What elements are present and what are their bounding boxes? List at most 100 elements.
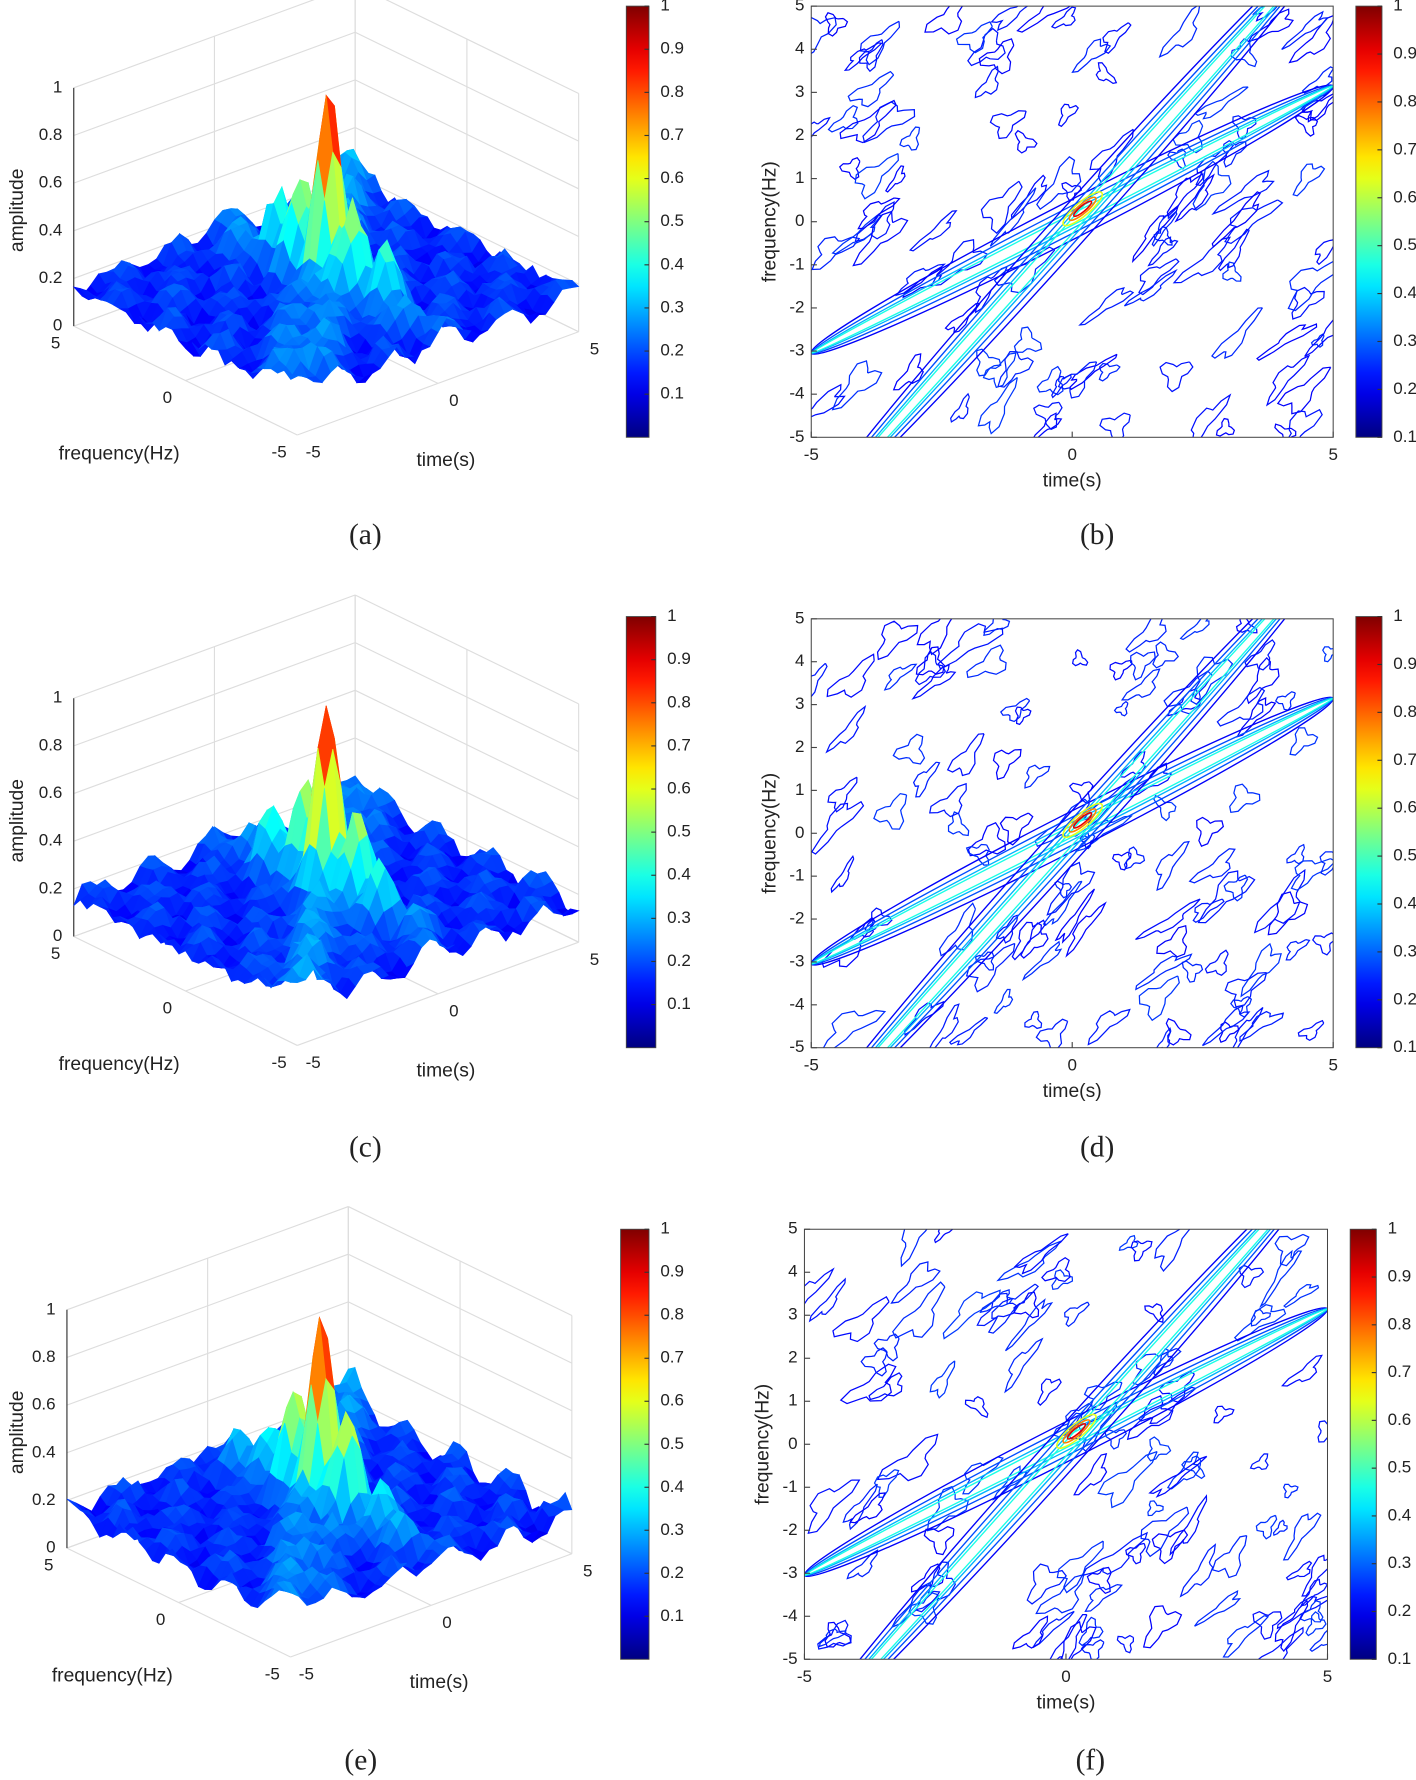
x-tick-label: -5 [804, 1055, 819, 1074]
contour-line [891, 352, 932, 399]
colorbar-tick-label: 0.5 [660, 1434, 684, 1453]
colorbar-tick-label: 0.2 [1393, 379, 1416, 398]
contour-line [1097, 17, 1133, 54]
contour-line [1053, 100, 1079, 129]
x-axis-label: time(s) [1043, 1081, 1102, 1102]
contour-line [1313, 840, 1352, 876]
contour-line [963, 27, 1012, 76]
surface [74, 95, 579, 382]
x-axis-label: time(s) [416, 1061, 475, 1082]
y-tick-label: 3 [788, 1305, 797, 1324]
colorbar-tick-label: 0.5 [1393, 235, 1416, 254]
contour-line [899, 123, 927, 154]
z-tick-label: 1 [46, 1299, 55, 1318]
y-tick-label: -2 [783, 1520, 798, 1539]
contour-line [1210, 1529, 1257, 1582]
contour-line [1050, 6, 1082, 35]
colorbar-tick-label: 0.8 [1393, 91, 1416, 110]
colorbar-tick-label: 0.9 [1393, 44, 1416, 63]
plot-frame [804, 1229, 1327, 1659]
y-tick-label: 5 [795, 0, 804, 15]
z-tick-label: 0.8 [32, 1347, 56, 1366]
y-tick-label: -5 [272, 443, 287, 462]
colorbar-tick-label: 0.1 [1393, 1037, 1416, 1056]
colorbar-tick-label: 0.4 [1393, 893, 1416, 912]
contour-line [1072, 1452, 1116, 1503]
contour-line [997, 1239, 1067, 1290]
y-tick-label: -4 [789, 384, 804, 403]
contour-line [1157, 1016, 1193, 1052]
contour-line [1173, 387, 1232, 459]
contour-line [996, 1333, 1044, 1394]
contour-line [1011, 1614, 1058, 1659]
y-tick-label: -5 [789, 1037, 804, 1056]
contour-line [909, 209, 962, 257]
contour-line [1040, 1257, 1078, 1291]
contour-line [823, 356, 884, 418]
contour-line [1107, 653, 1136, 680]
colorbar-tick-label: 0.9 [1388, 1267, 1412, 1286]
y-tick-label: -3 [783, 1563, 798, 1582]
colorbar-tick-label: 0.3 [660, 1520, 684, 1539]
contour-line [1143, 1497, 1165, 1518]
x-axis-label: time(s) [410, 1672, 469, 1693]
y-tick-label: -3 [789, 951, 804, 970]
x-tick-label: -5 [797, 1667, 812, 1686]
colorbar-tick-label: 0.4 [667, 865, 691, 884]
colorbar-tick-label: 0.6 [667, 779, 691, 798]
colorbar-tick-label: 0.4 [660, 254, 684, 273]
contour-line [1245, 1625, 1312, 1683]
contour-line [1179, 1543, 1226, 1603]
colorbar-tick-label: 0.9 [667, 649, 691, 668]
y-axis-label: frequency(Hz) [52, 1665, 173, 1686]
contour-line [1280, 932, 1311, 961]
contour-line [1146, 835, 1191, 892]
x-tick-label: 5 [590, 950, 599, 969]
contours [798, 536, 1352, 1139]
y-tick-label: 5 [795, 608, 804, 627]
contour-line [884, 165, 909, 195]
contour-line [1155, 350, 1198, 392]
y-tick-label: -3 [789, 341, 804, 360]
contour-line [1031, 1373, 1062, 1407]
colorbar-tick-label: 0.9 [660, 1262, 684, 1281]
y-tick-label: 0 [795, 211, 804, 230]
z-tick-label: 0 [53, 926, 62, 945]
y-axis-label: frequency(Hz) [759, 773, 780, 894]
y-tick-label: 0 [795, 823, 804, 842]
y-tick-label: 4 [788, 1262, 797, 1281]
y-tick-label: 1 [795, 780, 804, 799]
contour-line [1036, 364, 1073, 403]
surface [67, 1317, 572, 1607]
contour-line [1309, 1627, 1338, 1655]
contour-line [1277, 1507, 1322, 1564]
z-tick-label: 1 [53, 688, 62, 707]
contour-line [964, 1391, 994, 1419]
contour-line [1271, 1520, 1290, 1539]
colorbar-tick-label: 0.1 [1388, 1649, 1412, 1668]
colorbar-tick-label: 0.4 [1388, 1505, 1412, 1524]
contour-line [946, 728, 993, 781]
colorbar-tick-label: 0.9 [660, 39, 684, 58]
contour-line [841, 1480, 883, 1530]
contour-line [1091, 61, 1119, 90]
contour-line [988, 100, 1033, 141]
contour-line [1124, 269, 1181, 312]
colorbar-tick-label: 0.4 [1393, 283, 1416, 302]
contour-line [1287, 13, 1346, 73]
contour-line [1116, 1630, 1139, 1655]
x-tick-label: 0 [1061, 1667, 1070, 1686]
contour-line [1076, 283, 1134, 330]
contour-line [1245, 8, 1297, 49]
contour-line [1208, 1400, 1235, 1424]
colorbar [1356, 617, 1382, 1048]
colorbar-tick-label: 0.2 [1393, 989, 1416, 1008]
contour-line [1275, 245, 1349, 313]
x-tick-label: 5 [583, 1561, 592, 1580]
x-tick-label: 5 [590, 339, 599, 358]
y-tick-label: 0 [156, 1610, 165, 1629]
z-axis-label: amplitude [7, 169, 28, 253]
contour-line [927, 781, 977, 827]
contour-line [1068, 649, 1089, 671]
contour-line [1204, 948, 1236, 981]
